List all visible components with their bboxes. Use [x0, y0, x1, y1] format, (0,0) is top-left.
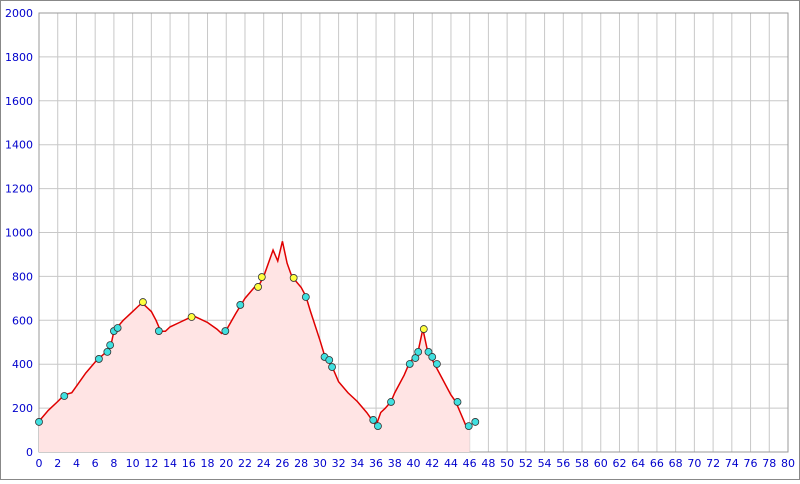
- waypoint: [374, 422, 382, 430]
- x-tick-label: 12: [144, 457, 158, 470]
- waypoint: [301, 293, 310, 301]
- x-tick-label: 26: [275, 457, 289, 470]
- waypoint: [369, 416, 378, 424]
- x-tick-label: 0: [36, 457, 43, 470]
- waypoint: [254, 283, 262, 291]
- waypoint: [139, 298, 147, 306]
- waypoint: [414, 348, 423, 356]
- x-tick-label: 62: [612, 457, 626, 470]
- y-tick-label: 0: [26, 446, 33, 459]
- waypoint: [103, 348, 112, 356]
- x-tick-label: 56: [556, 457, 570, 470]
- x-tick-label: 10: [126, 457, 140, 470]
- y-tick-label: 2000: [5, 7, 33, 20]
- x-tick-label: 34: [350, 457, 364, 470]
- x-tick-label: 54: [538, 457, 552, 470]
- waypoint: [325, 356, 334, 364]
- x-tick-label: 50: [500, 457, 514, 470]
- x-tick-label: 36: [369, 457, 383, 470]
- waypoint: [471, 418, 480, 426]
- waypoint: [154, 327, 163, 335]
- waypoint: [187, 313, 196, 321]
- x-tick-label: 70: [687, 457, 701, 470]
- x-tick-label: 22: [238, 457, 252, 470]
- x-tick-label: 38: [388, 457, 402, 470]
- x-tick-label: 14: [163, 457, 177, 470]
- x-tick-label: 80: [781, 457, 795, 470]
- waypoint: [328, 363, 336, 371]
- x-tick-label: 8: [110, 457, 117, 470]
- waypoint: [433, 360, 441, 368]
- waypoint: [106, 341, 115, 350]
- x-tick-label: 18: [201, 457, 215, 470]
- y-tick-label: 800: [12, 270, 33, 283]
- area-fill: [39, 241, 470, 452]
- x-tick-label: 78: [762, 457, 776, 470]
- waypoint: [453, 398, 462, 406]
- x-tick-label: 6: [92, 457, 99, 470]
- x-tick-label: 2: [54, 457, 61, 470]
- waypoint: [428, 353, 437, 361]
- waypoint: [257, 273, 266, 281]
- x-tick-label: 48: [481, 457, 495, 470]
- waypoint: [464, 422, 473, 430]
- y-tick-label: 1800: [5, 51, 33, 64]
- y-tick-label: 1600: [5, 95, 33, 108]
- x-tick-label: 60: [594, 457, 608, 470]
- x-tick-label: 52: [519, 457, 533, 470]
- y-tick-label: 600: [12, 314, 33, 327]
- x-tick-label: 76: [744, 457, 758, 470]
- x-tick-label: 30: [313, 457, 327, 470]
- x-tick-label: 74: [725, 457, 739, 470]
- x-tick-label: 20: [219, 457, 233, 470]
- x-tick-label: 66: [650, 457, 664, 470]
- y-tick-label: 1000: [5, 227, 33, 240]
- waypoint: [60, 392, 69, 400]
- y-tick-label: 1200: [5, 183, 33, 196]
- x-tick-label: 24: [257, 457, 271, 470]
- x-tick-label: 16: [182, 457, 196, 470]
- waypoint: [95, 355, 103, 363]
- waypoint: [113, 324, 122, 332]
- waypoint: [236, 301, 245, 309]
- x-tick-label: 32: [332, 457, 346, 470]
- y-tick-label: 400: [12, 358, 33, 371]
- x-tick-label: 40: [407, 457, 421, 470]
- x-tick-label: 64: [631, 457, 645, 470]
- y-tick-label: 200: [12, 402, 33, 415]
- x-tick-label: 44: [444, 457, 458, 470]
- waypoint: [405, 360, 414, 368]
- x-tick-label: 42: [425, 457, 439, 470]
- x-tick-label: 68: [669, 457, 683, 470]
- y-tick-label: 1400: [5, 139, 33, 152]
- waypoint: [221, 327, 230, 335]
- x-tick-label: 46: [463, 457, 477, 470]
- waypoint: [387, 398, 395, 406]
- x-tick-label: 72: [706, 457, 720, 470]
- waypoint: [35, 418, 43, 426]
- x-tick-label: 28: [294, 457, 308, 470]
- waypoint: [289, 274, 298, 282]
- waypoint: [419, 325, 428, 333]
- x-tick-label: 4: [73, 457, 80, 470]
- x-tick-label: 58: [575, 457, 589, 470]
